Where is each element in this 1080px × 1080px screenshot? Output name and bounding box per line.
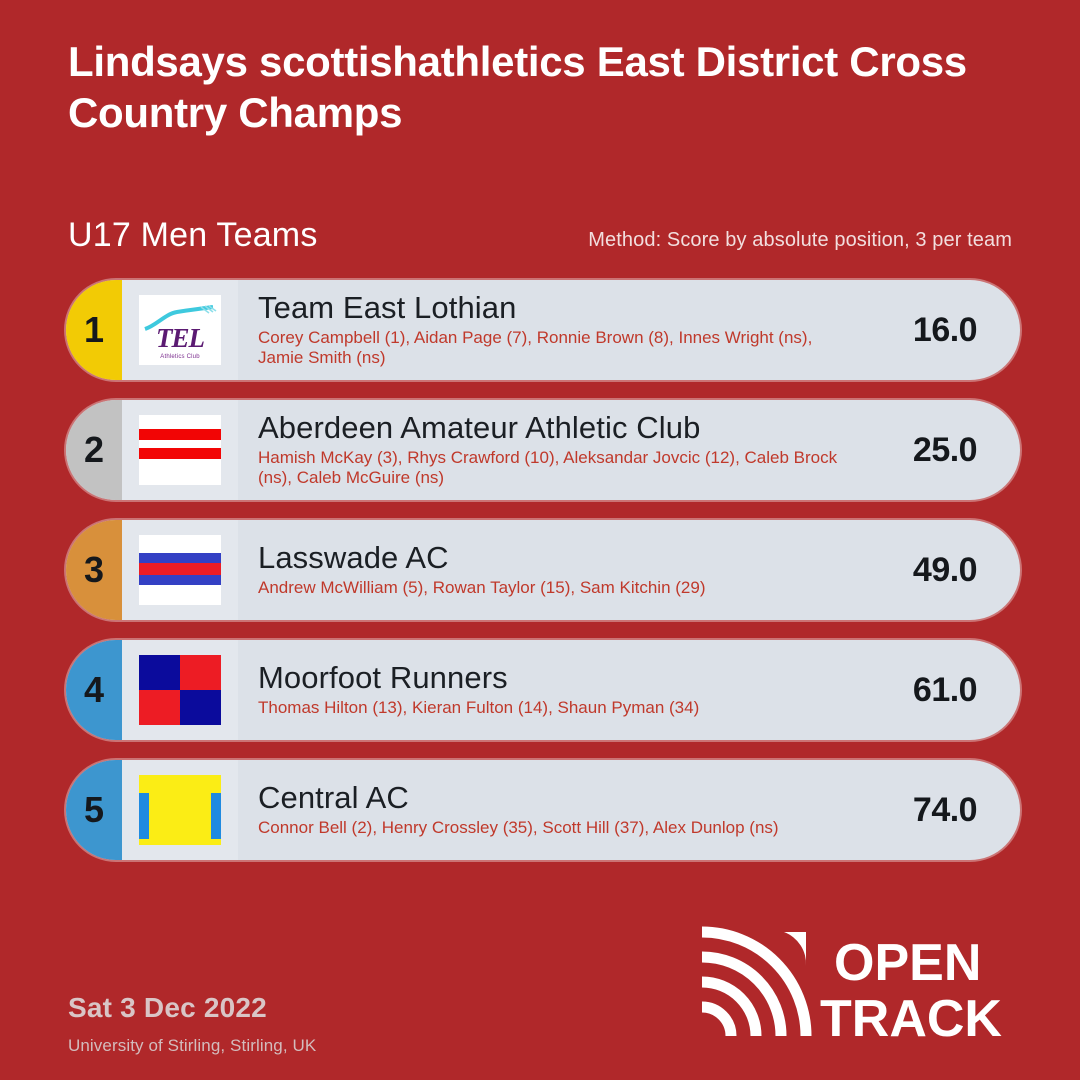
scoring-method-note: Method: Score by absolute position, 3 pe… xyxy=(588,229,1012,251)
page-title: Lindsays scottishathletics East District… xyxy=(68,38,967,137)
team-score: 61.0 xyxy=(912,670,978,709)
flag-top-notch xyxy=(211,775,221,793)
team-logo-cell xyxy=(122,760,238,860)
team-results-list: 1 TEL Athletics Club Team East Lothian C… xyxy=(66,280,1020,880)
flag-bottom-notch xyxy=(139,839,149,845)
lasswade-ac-flag xyxy=(139,535,221,605)
team-logo-cell xyxy=(122,640,238,740)
footer: Sat 3 Dec 2022 University of Stirling, S… xyxy=(68,992,316,1056)
rank-value: 4 xyxy=(83,669,105,710)
flag-vertical-bar xyxy=(139,775,149,845)
flag-band xyxy=(139,563,221,575)
team-name: Moorfoot Runners xyxy=(258,660,508,696)
opentrack-arcs-logo xyxy=(701,926,812,1037)
team-info: Moorfoot Runners Thomas Hilton (13), Kie… xyxy=(238,640,870,740)
table-row[interactable]: 4 Moorfoot Runners Thomas Hilton (13), K… xyxy=(66,640,1020,740)
category-title: U17 Men Teams xyxy=(68,216,318,254)
opentrack-arc-wedge xyxy=(784,932,807,966)
flag-quadrant xyxy=(139,690,180,725)
team-logo-cell: TEL Athletics Club xyxy=(122,280,238,380)
athlete-list: Thomas Hilton (13), Kieran Fulton (14), … xyxy=(258,697,700,717)
central-ac-flag xyxy=(139,775,221,845)
flag-vertical-bar xyxy=(211,775,221,845)
table-row[interactable]: 3 Lasswade AC Andrew McWilliam (5), Rowa… xyxy=(66,520,1020,620)
rank-badge: 2 xyxy=(66,400,122,500)
rank-badge: 5 xyxy=(66,760,122,860)
event-date: Sat 3 Dec 2022 xyxy=(68,992,267,1023)
athlete-list: Corey Campbell (1), Aidan Page (7), Ronn… xyxy=(258,327,813,368)
flag-bottom-notch xyxy=(211,839,221,845)
aberdeen-amateur-athletic-club-flag xyxy=(139,415,221,485)
team-score: 49.0 xyxy=(912,550,978,589)
moorfoot-runners-flag xyxy=(139,655,221,725)
brand-name-line2: TRACK xyxy=(820,990,1002,1046)
category-bar: U17 Men Teams Method: Score by absolute … xyxy=(68,216,1012,255)
flag-top-notch xyxy=(139,775,149,793)
rank-badge: 1 xyxy=(66,280,122,380)
rank-badge: 3 xyxy=(66,520,122,620)
flag-quadrant xyxy=(180,690,221,725)
event-venue: University of Stirling, Stirling, UK xyxy=(68,1036,317,1055)
team-logo-cell xyxy=(122,400,238,500)
flag-band xyxy=(139,553,221,563)
team-name: Central AC xyxy=(258,780,409,816)
team-info: Team East Lothian Corey Campbell (1), Ai… xyxy=(238,280,870,380)
team-info: Lasswade AC Andrew McWilliam (5), Rowan … xyxy=(238,520,870,620)
rank-value: 1 xyxy=(83,309,105,350)
rank-badge: 4 xyxy=(66,640,122,740)
team-score: 25.0 xyxy=(912,430,978,469)
opentrack-logo: OPEN TRACK xyxy=(701,926,1002,1046)
rank-value: 2 xyxy=(83,429,105,470)
brand-name-line1: OPEN xyxy=(834,934,981,992)
flag-band xyxy=(139,429,221,440)
flag-band xyxy=(139,448,221,459)
athlete-list: Connor Bell (2), Henry Crossley (35), Sc… xyxy=(258,817,779,837)
team-score: 16.0 xyxy=(912,310,978,349)
team-info: Central AC Connor Bell (2), Henry Crossl… xyxy=(238,760,870,860)
flag-quadrant xyxy=(139,655,180,690)
flag-quadrant xyxy=(180,655,221,690)
team-east-lothian-logo: TEL Athletics Club xyxy=(139,295,221,365)
header: Lindsays scottishathletics East District… xyxy=(68,36,968,138)
athlete-list: Hamish McKay (3), Rhys Crawford (10), Al… xyxy=(258,447,838,488)
team-name: Team East Lothian xyxy=(258,290,517,326)
team-score: 74.0 xyxy=(912,790,978,829)
tel-subtext: Athletics Club xyxy=(160,354,200,360)
team-name: Lasswade AC xyxy=(258,540,449,576)
athlete-list: Andrew McWilliam (5), Rowan Taylor (15),… xyxy=(258,577,706,597)
team-info: Aberdeen Amateur Athletic Club Hamish Mc… xyxy=(238,400,870,500)
swoosh-icon xyxy=(144,305,217,331)
table-row[interactable]: 5 Central AC Connor Bell (2), Henry Cros… xyxy=(66,760,1020,860)
rank-value: 3 xyxy=(83,549,105,590)
team-name: Aberdeen Amateur Athletic Club xyxy=(258,410,701,446)
tel-wordmark: TEL xyxy=(156,323,205,353)
table-row[interactable]: 2 Aberdeen Amateur Athletic Club Hamish … xyxy=(66,400,1020,500)
team-logo-cell xyxy=(122,520,238,620)
rank-value: 5 xyxy=(83,789,105,830)
table-row[interactable]: 1 TEL Athletics Club Team East Lothian C… xyxy=(66,280,1020,380)
flag-band xyxy=(139,575,221,585)
